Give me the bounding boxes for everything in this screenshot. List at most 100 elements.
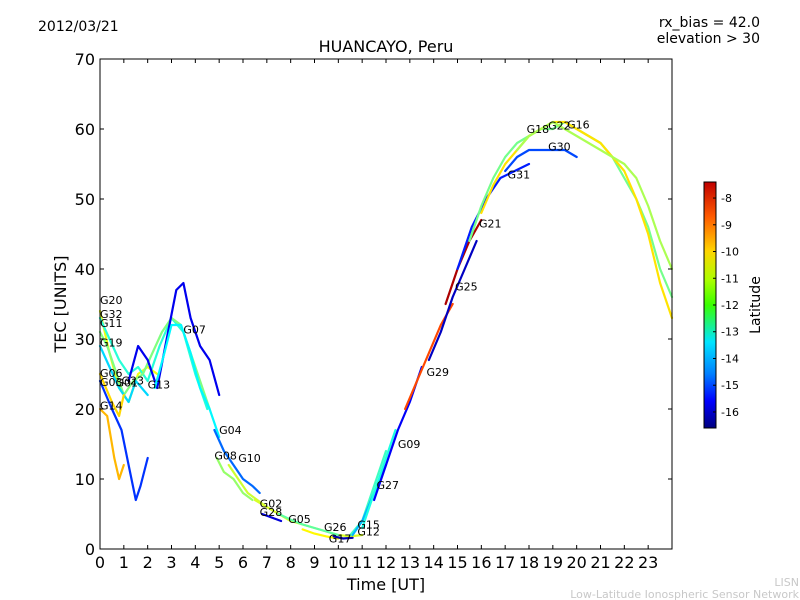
- series-line-g30: [504, 148, 578, 173]
- satellite-label-g16: G16: [567, 118, 590, 131]
- satellite-label-g25: G25: [455, 281, 478, 294]
- satellite-label-g21: G21: [479, 218, 502, 231]
- y-tick-label: 20: [75, 400, 95, 419]
- y-axis-label: TEC [UNITS]: [51, 256, 70, 354]
- series-line-g31: [456, 162, 531, 271]
- satellite-label-g08: G08: [214, 449, 237, 462]
- series-line-g03: [98, 379, 149, 502]
- series-line-g16: [516, 120, 674, 271]
- y-tick-label: 60: [75, 120, 95, 139]
- x-tick-label: 10: [328, 553, 348, 572]
- x-tick-label: 16: [471, 553, 491, 572]
- x-tick-label: 3: [166, 553, 176, 572]
- series-line-g27: [361, 428, 397, 530]
- y-tick-label: 50: [75, 190, 95, 209]
- satellite-label-g32: G32: [100, 308, 123, 321]
- x-tick-label: 8: [286, 553, 296, 572]
- x-tick-label: 5: [214, 553, 224, 572]
- satellite-label-g06: G06: [100, 367, 123, 380]
- x-tick-label: 11: [352, 553, 372, 572]
- colorbar-tick-label: -10: [721, 246, 739, 259]
- x-tick-label: 4: [190, 553, 200, 572]
- series-line-g13: [127, 281, 221, 397]
- series-line-g22: [480, 120, 674, 320]
- satellite-label-g17: G17: [329, 533, 352, 546]
- colorbar-tick-label: -11: [721, 272, 739, 285]
- satellite-label-g09: G09: [398, 438, 421, 451]
- y-tick-label: 40: [75, 260, 95, 279]
- x-axis-label: Time [UT]: [346, 575, 425, 594]
- x-tick-label: 19: [543, 553, 563, 572]
- colorbar-tick-label: -16: [721, 406, 739, 419]
- colorbar-tick-label: -13: [721, 326, 739, 339]
- series-line-g07: [153, 323, 221, 439]
- satellite-label-g19: G19: [100, 337, 123, 350]
- satellite-label-g22: G22: [548, 120, 571, 133]
- satellite-label-g18: G18: [527, 123, 550, 136]
- series-line-g14: [98, 407, 125, 481]
- footer-org-short: LISN: [774, 576, 799, 589]
- x-tick-label: 1: [119, 553, 129, 572]
- x-tick-label: 9: [309, 553, 319, 572]
- rx-bias-label: rx_bias = 42.0: [659, 15, 760, 31]
- x-tick-label: 12: [376, 553, 396, 572]
- colorbar-tick-label: -14: [721, 352, 739, 365]
- footer-org-full: Low-Latitude Ionospheric Sensor Network: [570, 588, 799, 600]
- series-line-g17: [332, 535, 354, 540]
- satellite-label-g12: G12: [357, 526, 380, 539]
- satellite-label-g31: G31: [508, 169, 531, 182]
- colorbar-label: Latitude: [748, 276, 764, 334]
- satellite-label-g02: G02: [260, 498, 283, 511]
- date-label: 2012/03/21: [38, 19, 119, 35]
- series-line-g12: [351, 463, 388, 537]
- satellite-label-g01: G01: [115, 377, 138, 390]
- x-tick-label: 23: [638, 553, 658, 572]
- x-tick-label: 22: [614, 553, 634, 572]
- satellite-label-g04: G04: [219, 424, 242, 437]
- satellite-label-g03: G03: [100, 376, 123, 389]
- x-tick-label: 17: [495, 553, 515, 572]
- elevation-label: elevation > 30: [657, 31, 760, 47]
- x-tick-label: 7: [262, 553, 272, 572]
- y-tick-label: 10: [75, 470, 95, 489]
- series-layer: [98, 120, 674, 540]
- colorbar-tick-label: -9: [721, 219, 732, 232]
- x-tick-label: 13: [400, 553, 420, 572]
- x-tick-label: 6: [238, 553, 248, 572]
- colorbar-tick-label: -8: [721, 192, 732, 205]
- x-tick-label: 2: [143, 553, 153, 572]
- satellite-label-g27: G27: [376, 479, 399, 492]
- x-tick-label: 14: [423, 553, 443, 572]
- satellite-label-g23: G23: [121, 375, 144, 388]
- y-tick-label: 70: [75, 50, 95, 69]
- satellite-label-g07: G07: [183, 323, 206, 336]
- satellite-label-g10: G10: [238, 452, 261, 465]
- tick-layer: 0 1 2 3 4 5 6 7 8 9 10 11 12 13 14 15 16 17 18 19 20 21 22 2301…: [75, 50, 672, 572]
- satellite-label-g28: G28: [260, 506, 283, 519]
- x-tick-label: 20: [566, 553, 586, 572]
- x-tick-label: 21: [590, 553, 610, 572]
- series-line-g28: [261, 512, 283, 523]
- satellite-label-g29: G29: [427, 366, 450, 379]
- plot-area: [100, 59, 672, 549]
- x-tick-label: 0: [95, 553, 105, 572]
- satellite-label-g13: G13: [148, 379, 171, 392]
- colorbar-tick-label: -15: [721, 379, 739, 392]
- series-line-g05: [277, 512, 340, 537]
- chart-title: HUANCAYO, Peru: [319, 37, 454, 56]
- colorbar-tick-label: -12: [721, 299, 739, 312]
- series-line-g26: [301, 528, 340, 540]
- x-tick-label: 18: [519, 553, 539, 572]
- series-line-g25: [427, 239, 478, 362]
- satellite-label-g05: G05: [288, 513, 311, 526]
- series-line-g04: [213, 428, 261, 495]
- x-tick-label: 15: [447, 553, 467, 572]
- satellite-label-g30: G30: [548, 141, 571, 154]
- y-tick-label: 0: [85, 540, 95, 559]
- series-line-g08: [215, 456, 254, 502]
- satellite-label-g26: G26: [324, 521, 347, 534]
- satellite-label-g11: G11: [100, 317, 123, 330]
- satellite-label-g15: G15: [357, 519, 380, 532]
